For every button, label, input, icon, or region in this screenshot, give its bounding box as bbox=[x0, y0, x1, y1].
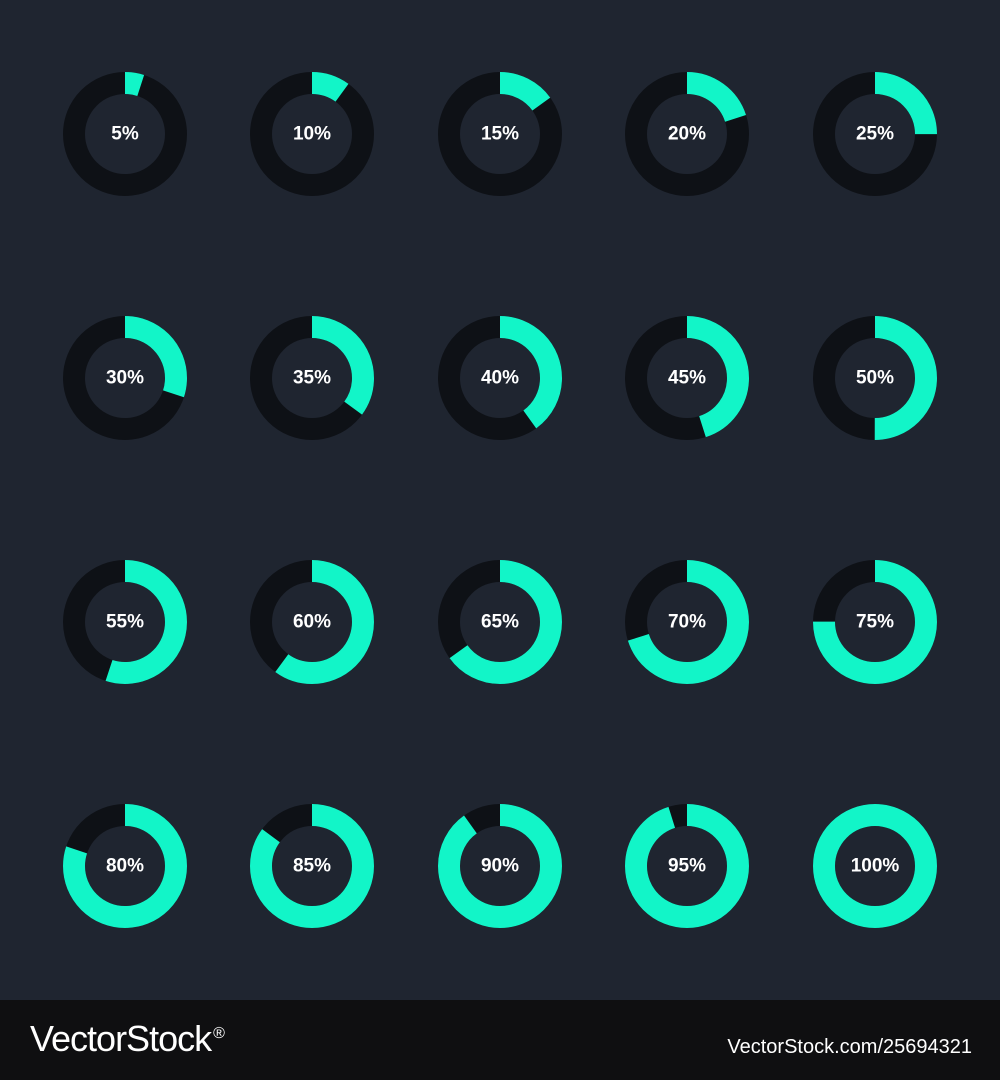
progress-ring-65: 65% bbox=[438, 560, 562, 684]
ring-label: 70% bbox=[668, 612, 706, 633]
ring-label: 75% bbox=[856, 612, 894, 633]
ring-progress-arc bbox=[63, 560, 187, 684]
ring-label: 50% bbox=[856, 368, 894, 389]
progress-ring-10: 10% bbox=[250, 72, 374, 196]
progress-ring-15: 15% bbox=[438, 72, 562, 196]
progress-ring-30: 30% bbox=[63, 316, 187, 440]
progress-ring-70: 70% bbox=[625, 560, 749, 684]
watermark-footer: VectorStock ® VectorStock.com/25694321 bbox=[0, 1000, 1000, 1080]
ring-label: 20% bbox=[668, 124, 706, 145]
ring-progress-arc bbox=[813, 804, 937, 928]
ring-progress-arc bbox=[438, 804, 562, 928]
ring-progress-arc bbox=[625, 804, 749, 928]
ring-progress-arc bbox=[625, 316, 749, 440]
progress-ring-35: 35% bbox=[250, 316, 374, 440]
ring-label: 35% bbox=[293, 368, 331, 389]
ring-progress-arc bbox=[250, 804, 374, 928]
progress-ring-40: 40% bbox=[438, 316, 562, 440]
ring-progress-arc bbox=[438, 316, 562, 440]
progress-ring-85: 85% bbox=[250, 804, 374, 928]
ring-progress-arc bbox=[63, 804, 187, 928]
ring-label: 5% bbox=[111, 124, 139, 145]
ring-label: 40% bbox=[481, 368, 519, 389]
progress-ring-95: 95% bbox=[625, 804, 749, 928]
ring-label: 25% bbox=[856, 124, 894, 145]
progress-ring-75: 75% bbox=[813, 560, 937, 684]
ring-label: 85% bbox=[293, 856, 331, 877]
progress-ring-20: 20% bbox=[625, 72, 749, 196]
progress-ring-45: 45% bbox=[625, 316, 749, 440]
progress-ring-50: 50% bbox=[813, 316, 937, 440]
ring-progress-arc bbox=[63, 72, 187, 196]
footer-credit: VectorStock.com/25694321 bbox=[727, 1036, 972, 1058]
ring-label: 10% bbox=[293, 124, 331, 145]
ring-label: 45% bbox=[668, 368, 706, 389]
ring-label: 60% bbox=[293, 612, 331, 633]
ring-label: 80% bbox=[106, 856, 144, 877]
ring-progress-arc bbox=[250, 316, 374, 440]
ring-label: 100% bbox=[851, 856, 900, 877]
ring-progress-arc bbox=[438, 560, 562, 684]
registered-mark: ® bbox=[213, 1025, 225, 1042]
progress-ring-100: 100% bbox=[813, 804, 937, 928]
progress-ring-25: 25% bbox=[813, 72, 937, 196]
footer-brand: VectorStock ® bbox=[30, 1018, 225, 1060]
progress-ring-80: 80% bbox=[63, 804, 187, 928]
progress-ring-55: 55% bbox=[63, 560, 187, 684]
progress-ring-5: 5% bbox=[63, 72, 187, 196]
ring-progress-arc bbox=[813, 560, 937, 684]
progress-ring-60: 60% bbox=[250, 560, 374, 684]
ring-progress-arc bbox=[625, 72, 749, 196]
brand-name: VectorStock bbox=[30, 1018, 212, 1059]
ring-label: 65% bbox=[481, 612, 519, 633]
ring-progress-arc bbox=[63, 316, 187, 440]
ring-progress-arc bbox=[250, 560, 374, 684]
ring-label: 55% bbox=[106, 612, 144, 633]
ring-progress-arc bbox=[625, 560, 749, 684]
progress-ring-grid: 5% 10% 15% 20% 25% 30% 35% 40% 45% 50% 55% 60% 65% 70… bbox=[63, 72, 937, 928]
ring-label: 95% bbox=[668, 856, 706, 877]
ring-progress-arc bbox=[250, 72, 374, 196]
ring-progress-arc bbox=[438, 72, 562, 196]
ring-label: 15% bbox=[481, 124, 519, 145]
ring-label: 30% bbox=[106, 368, 144, 389]
ring-progress-arc bbox=[813, 316, 937, 440]
ring-progress-arc bbox=[813, 72, 937, 196]
progress-ring-90: 90% bbox=[438, 804, 562, 928]
ring-label: 90% bbox=[481, 856, 519, 877]
